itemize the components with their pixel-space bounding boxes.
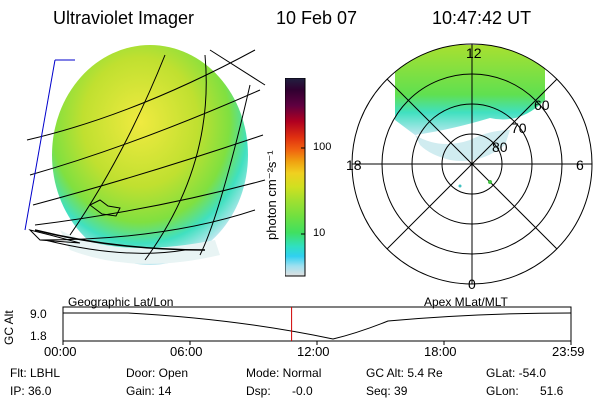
lat-label-80: 80 bbox=[492, 139, 508, 155]
ip-info: IP: 36.0 bbox=[10, 384, 52, 398]
glon-value: 51.6 bbox=[540, 384, 564, 398]
x-tick-0600: 06:00 bbox=[170, 344, 203, 359]
mlt-label-18: 18 bbox=[346, 157, 362, 173]
lat-label-60: 60 bbox=[534, 97, 550, 113]
mode-info: Mode: Normal bbox=[246, 366, 322, 380]
colorbar-tick-10: 10 bbox=[313, 227, 326, 239]
y-tick-9: 9.0 bbox=[30, 307, 47, 321]
gc-alt-axis-title: GC Alt bbox=[2, 310, 16, 345]
date-label: 10 Feb 07 bbox=[276, 8, 358, 28]
geo-coords-label: Geographic Lat/Lon bbox=[68, 295, 174, 309]
colorbar bbox=[285, 78, 306, 277]
colorbar-tick-100: 100 bbox=[313, 141, 332, 153]
door-info: Door: Open bbox=[126, 366, 189, 380]
glon-label: GLon: bbox=[486, 384, 519, 398]
instrument-title: Ultraviolet Imager bbox=[53, 8, 195, 28]
lat-label-70: 70 bbox=[511, 120, 527, 136]
altitude-timeline bbox=[62, 306, 572, 345]
mlt-label-6: 6 bbox=[576, 157, 584, 173]
gc-alt-info: GC Alt: 5.4 Re bbox=[366, 366, 443, 380]
apex-coords-label: Apex MLat/MLT bbox=[424, 295, 508, 309]
x-tick-1800: 18:00 bbox=[424, 344, 457, 359]
x-tick-2359: 23:59 bbox=[552, 344, 585, 359]
gain-info: Gain: 14 bbox=[126, 384, 172, 398]
x-tick-0000: 00:00 bbox=[44, 344, 77, 359]
polar-plot bbox=[351, 43, 593, 285]
seq-info: Seq: 39 bbox=[366, 384, 408, 398]
mlt-label-0: 0 bbox=[468, 276, 476, 292]
dsp-label: Dsp: bbox=[246, 384, 271, 398]
y-tick-1.8: 1.8 bbox=[30, 329, 47, 343]
filter-info: Flt: LBHL bbox=[10, 366, 61, 380]
geographic-image bbox=[24, 45, 266, 265]
time-label: 10:47:42 UT bbox=[432, 8, 532, 28]
mlt-label-12: 12 bbox=[466, 45, 482, 61]
x-tick-1200: 12:00 bbox=[297, 344, 330, 359]
earth-disk bbox=[52, 45, 248, 265]
glat-info: GLat: -54.0 bbox=[486, 366, 547, 380]
colorbar-unit-label: photon cm⁻²s⁻¹ bbox=[264, 150, 279, 240]
dsp-value: -0.0 bbox=[292, 384, 313, 398]
